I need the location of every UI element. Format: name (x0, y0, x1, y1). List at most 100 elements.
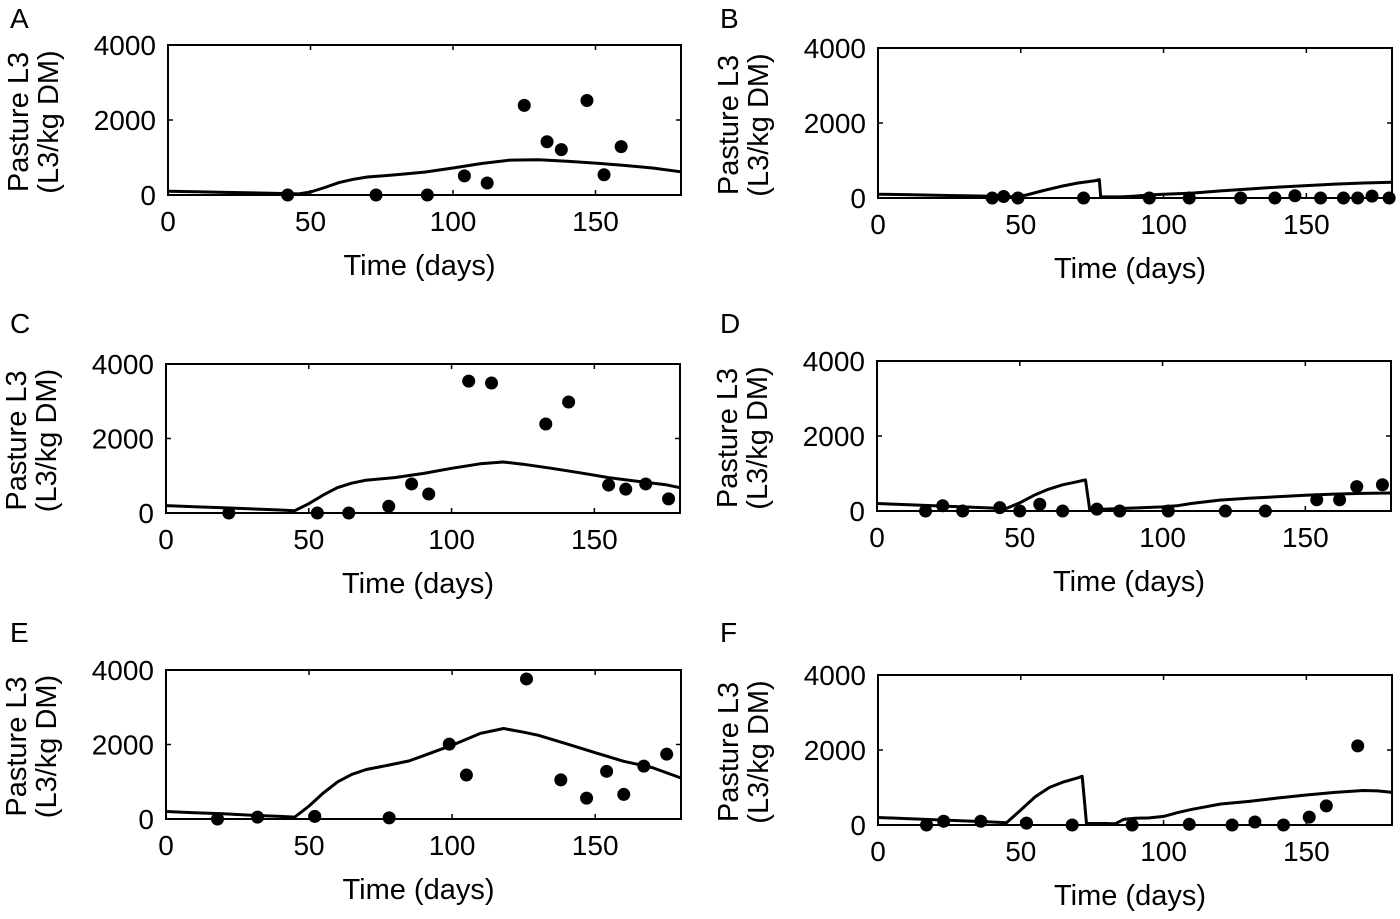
plot-frame (165, 669, 682, 820)
data-point (1225, 818, 1239, 832)
y-tick-label: 0 (138, 498, 154, 529)
data-point (1218, 504, 1232, 518)
x-tick-label: 100 (429, 830, 476, 861)
data-point (310, 506, 324, 520)
model-line (878, 178, 1393, 199)
data-point (617, 787, 631, 801)
x-tick-label: 100 (430, 206, 477, 237)
panel-b: B 0 50 100 150 0 2000 4000 Time (days) Pasture L3… (713, 3, 1396, 285)
panel-d: D 0 50 100 150 0 2000 4000 Time (days) Pasture L3… (712, 308, 1392, 598)
data-point (1350, 480, 1364, 494)
x-tick-label: 0 (870, 836, 886, 867)
y-axis-label-line2: (L3/kg DM) (743, 680, 775, 823)
data-point (997, 190, 1011, 203)
model-line (168, 158, 682, 196)
data-point (1011, 191, 1025, 205)
data-point (1276, 818, 1290, 832)
data-point (1351, 739, 1365, 753)
plot-frame (877, 674, 1393, 826)
data-point (540, 135, 554, 149)
model-line (877, 478, 1392, 511)
data-point (539, 417, 553, 431)
data-point (457, 169, 471, 183)
y-axis-label-line1: Pasture L3 (1, 676, 33, 816)
y-axis-label-line2: (L3/kg DM) (31, 369, 63, 512)
plot-frame (876, 360, 1392, 512)
panel-letter: A (10, 3, 29, 34)
y-axis-label-line1: Pasture L3 (1, 370, 33, 510)
data-point (1310, 493, 1324, 507)
y-axis-label-line2: (L3/kg DM) (742, 366, 774, 509)
data-point (308, 809, 322, 823)
y-axis-label-line2: (L3/kg DM) (743, 53, 775, 196)
data-point (637, 759, 651, 773)
data-point (462, 374, 476, 388)
data-point (1375, 478, 1389, 492)
plot-frame (877, 47, 1393, 199)
x-tick-label: 150 (1283, 836, 1330, 867)
data-point (554, 143, 568, 157)
y-tick-label: 0 (138, 804, 154, 835)
panel-letter: F (720, 617, 737, 648)
x-tick-label: 0 (160, 206, 176, 237)
y-axis-label-line2: (L3/kg DM) (33, 50, 65, 193)
data-point (1382, 191, 1396, 205)
data-point (1019, 816, 1033, 830)
y-axis-label-line1: Pasture L3 (3, 52, 35, 192)
x-tick-label: 50 (1005, 209, 1036, 240)
data-point (660, 747, 674, 761)
x-tick-label: 150 (1283, 209, 1330, 240)
data-point (1077, 191, 1091, 205)
x-tick-label: 150 (571, 524, 618, 555)
data-point (517, 98, 531, 112)
x-tick-label: 0 (158, 524, 174, 555)
data-point (919, 504, 933, 518)
data-point (1056, 504, 1070, 518)
data-point (562, 395, 576, 409)
data-point (1182, 817, 1196, 831)
data-point (281, 188, 295, 202)
data-point (1258, 504, 1272, 518)
y-tick-label: 2000 (804, 735, 866, 766)
data-point (1365, 189, 1379, 203)
data-point (520, 672, 533, 686)
x-axis-label: Time (days) (1054, 253, 1206, 285)
data-point (420, 188, 434, 202)
data-point (956, 504, 970, 518)
x-tick-label: 0 (869, 522, 885, 553)
x-axis-label: Time (days) (343, 874, 495, 906)
data-point (1336, 191, 1350, 205)
y-tick-label: 4000 (94, 30, 156, 61)
data-point (1319, 799, 1333, 813)
y-tick-label: 2000 (804, 108, 866, 139)
data-point (1302, 810, 1316, 824)
data-point (1033, 497, 1047, 511)
y-tick-label: 2000 (803, 421, 865, 452)
model-line (166, 460, 681, 513)
x-tick-label: 50 (293, 524, 324, 555)
y-tick-label: 4000 (804, 660, 866, 691)
y-tick-label: 4000 (92, 349, 154, 380)
data-point (1182, 191, 1196, 205)
x-tick-label: 50 (1005, 836, 1036, 867)
y-tick-label: 2000 (92, 424, 154, 455)
x-axis-label: Time (days) (342, 568, 494, 600)
y-tick-label: 4000 (803, 346, 865, 377)
data-point (405, 477, 419, 491)
panel-letter: D (720, 308, 740, 339)
y-tick-label: 2000 (92, 730, 154, 761)
data-point (1288, 189, 1302, 203)
data-point (382, 499, 396, 513)
x-tick-label: 150 (572, 830, 619, 861)
data-point (442, 737, 456, 751)
data-point (1142, 191, 1156, 205)
data-point (1125, 818, 1139, 832)
y-axis-label-line1: Pasture L3 (712, 368, 744, 508)
data-point (251, 810, 265, 824)
data-point (662, 492, 676, 506)
data-point (422, 487, 436, 501)
x-tick-label: 50 (295, 206, 326, 237)
panel-c: C 0 50 100 150 0 2000 4000 Time (days) Pasture L3… (1, 308, 681, 600)
data-point (1234, 191, 1248, 205)
data-point (614, 140, 628, 154)
